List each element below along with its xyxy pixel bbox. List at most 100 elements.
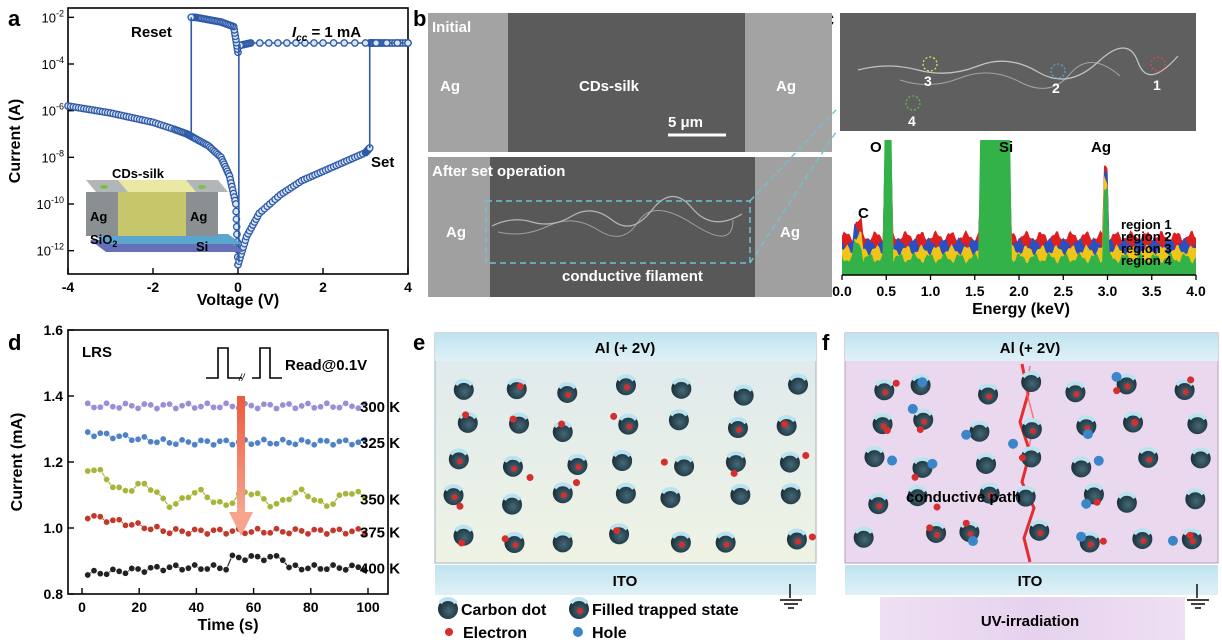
panel-d-point [304, 438, 312, 446]
panel-d-point [197, 403, 205, 411]
panel-d-point [317, 565, 325, 573]
carbon-dot [907, 486, 928, 507]
panel-a-point [404, 39, 412, 47]
panel-d-point [184, 530, 192, 538]
carbon-dot [976, 453, 997, 474]
eds-xtick: 1.0 [921, 283, 941, 299]
panel-d-point [197, 486, 205, 494]
sem-ag-left-top: Ag [440, 78, 460, 95]
panel-d-point [210, 441, 218, 449]
electron [1018, 454, 1026, 462]
electron [808, 533, 816, 541]
panel-d-point [323, 399, 331, 407]
panel-b-sem: Initial Ag Ag CDs-silk 5 μm After set op… [428, 13, 837, 297]
carbon-dot [671, 378, 692, 399]
panel-d-point [266, 440, 274, 448]
panel-d-point [260, 400, 268, 408]
panel-d-point [298, 527, 306, 535]
panel-d-point [153, 563, 161, 571]
panel-d-series: 300 K 325 K 350 K 375 K 400 K [84, 399, 400, 579]
panel-d-point [84, 515, 92, 523]
panel-d-point [348, 441, 356, 449]
panel-d-point [228, 441, 236, 449]
panel-d-point [96, 466, 104, 474]
panel-d-point [172, 525, 180, 533]
trapped-electron [1189, 538, 1196, 545]
trapped-electron [560, 492, 567, 499]
hole [1111, 371, 1122, 382]
panel-d-point [140, 480, 148, 488]
panel-d-point [166, 529, 174, 537]
panel-d-point [172, 404, 180, 412]
panel-d-point [222, 501, 230, 509]
panel-d-point [342, 530, 350, 538]
panel-d-point [285, 439, 293, 447]
panel-d-point [115, 432, 123, 440]
panel-d-point [323, 502, 331, 510]
panel-d-point [134, 435, 142, 443]
panel-d-point [109, 565, 117, 573]
trapped-electron [451, 494, 458, 501]
panel-d-point [115, 567, 123, 575]
panel-d-point [153, 488, 161, 496]
eds-legend-entry: region 4 [1121, 253, 1172, 268]
inset-sio2: SiO2 [90, 232, 117, 249]
panel-d-xtick: 60 [246, 599, 262, 615]
panel-d-point [235, 553, 243, 561]
panel-d-point [90, 403, 98, 411]
panel-a-point [393, 39, 402, 47]
electron [916, 426, 924, 434]
panel-d-point [228, 527, 236, 535]
panel-d-point [279, 556, 287, 564]
electron [1187, 376, 1195, 384]
panel-d-point [285, 563, 293, 571]
panel-d-point [279, 496, 287, 504]
panel-d-ytick: 1.2 [44, 454, 64, 470]
panel-d-point [247, 440, 255, 448]
eds-sem-image [840, 13, 1196, 131]
electron [558, 420, 566, 428]
electron [660, 458, 668, 466]
panel-d-point [285, 400, 293, 408]
panel-d-point [128, 436, 136, 444]
hole [1076, 531, 1087, 542]
panel-d-point [329, 561, 337, 569]
panel-a-point [310, 39, 318, 47]
panel-d-point [134, 565, 142, 573]
panel-d-point [354, 438, 362, 446]
panel-d-point [222, 566, 230, 574]
panel-d-xtick: 20 [131, 599, 147, 615]
panel-d-point [90, 567, 98, 575]
panel-d-point [247, 528, 255, 536]
panel-d-point [317, 526, 325, 534]
panel-d-ytick: 1.0 [44, 520, 64, 536]
electron [610, 412, 618, 420]
panel-d-point [178, 436, 186, 444]
panel-d-point [228, 402, 236, 410]
reset-label: Reset [131, 24, 172, 41]
electron [1113, 387, 1121, 395]
panel-d-point [90, 512, 98, 520]
electron [526, 474, 534, 482]
panel-d-point [310, 526, 318, 534]
device-inset: CDs-silk Ag Ag SiO2 Si [86, 166, 244, 254]
inset-cds-silk: CDs-silk [112, 166, 165, 181]
panel-d-point [304, 399, 312, 407]
panel-d-point [260, 436, 268, 444]
carbon-dot [1185, 489, 1206, 510]
inset-ag-right: Ag [190, 209, 207, 224]
panel-d-point [247, 552, 255, 560]
panel-d-xtick: 80 [303, 599, 319, 615]
peak-si: Si [999, 139, 1013, 156]
sem-cds-silk-label: CDs-silk [579, 78, 640, 95]
trapped-electron [1146, 456, 1153, 463]
panel-d-point [335, 404, 343, 412]
electron [501, 535, 509, 543]
panel-d-point [210, 561, 218, 569]
panel-d-ytick: 0.8 [44, 586, 64, 602]
eds-spectrum-region [842, 140, 1196, 275]
panel-d-point [140, 524, 148, 532]
eds-spectrum [842, 140, 1196, 275]
panel-d-point [166, 563, 174, 571]
panel-d-point [128, 487, 136, 495]
